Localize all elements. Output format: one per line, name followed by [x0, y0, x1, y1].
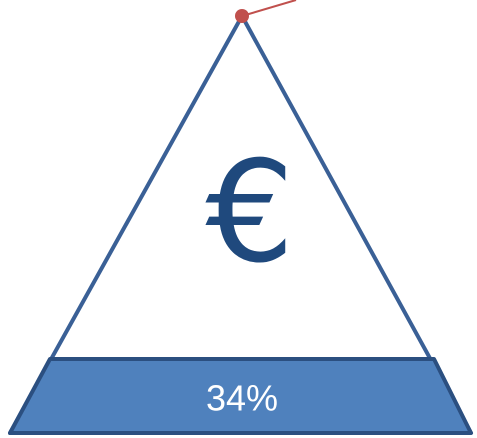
- connector-line: [241, 0, 297, 17]
- euro-icon: €: [205, 132, 294, 295]
- apex-dot: [235, 9, 249, 23]
- bottom-band: [8, 357, 473, 435]
- band-label: 34%: [206, 378, 278, 419]
